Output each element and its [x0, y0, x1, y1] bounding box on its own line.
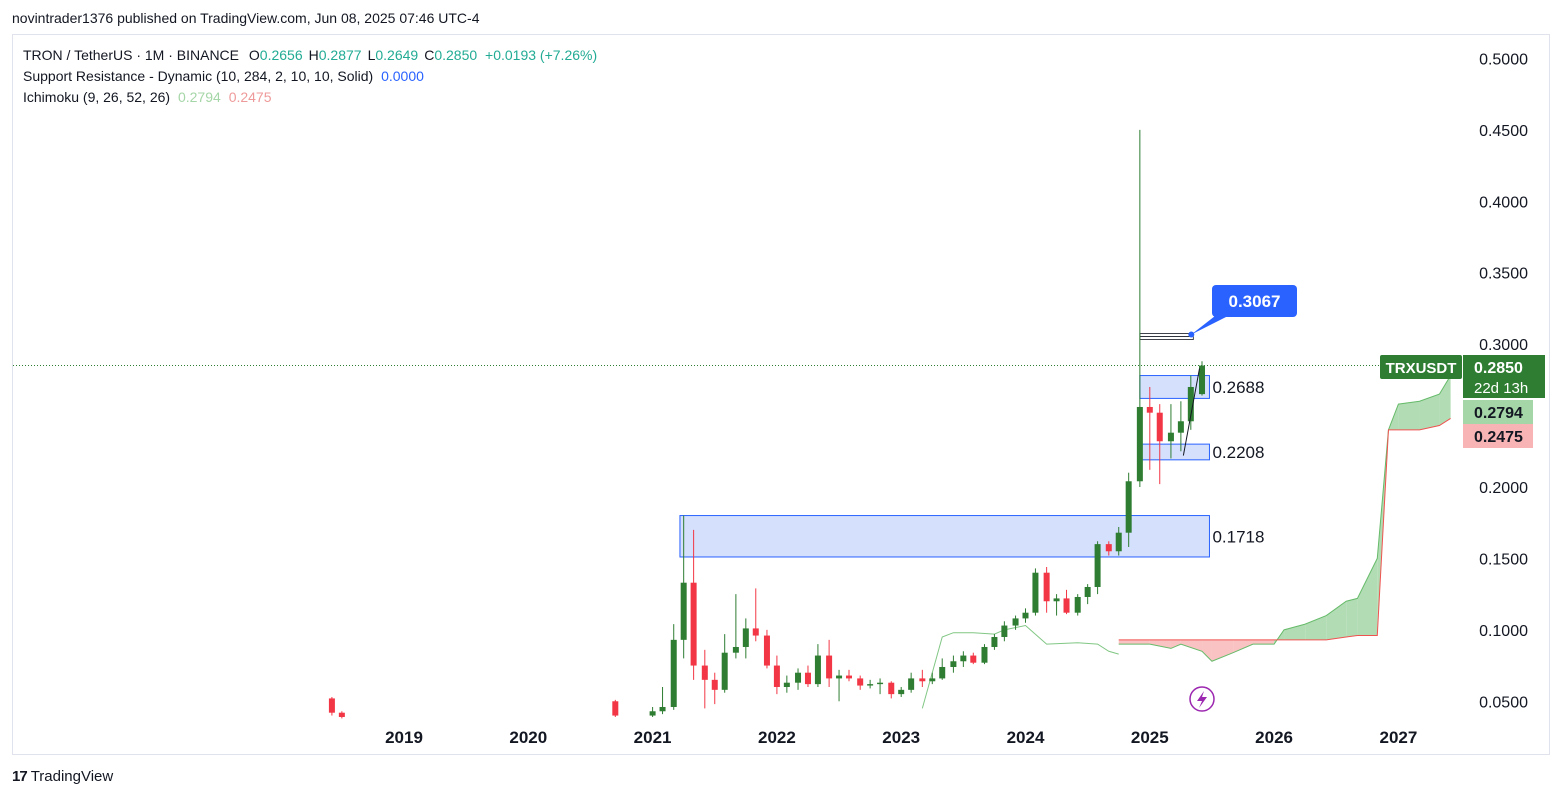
legend-ichimoku-a: 0.2794 [177, 89, 221, 105]
legend-change: +0.0193 (+7.26%) [485, 47, 598, 63]
legend-ohlc-c: C0.2850 [424, 47, 478, 63]
legend-ohlc-h: H0.2877 [308, 47, 362, 63]
legend-sr-name: Support Resistance - Dynamic (10, 284, 2… [23, 68, 374, 84]
tradingview-logo-icon: 17 [12, 768, 28, 785]
legend-ichimoku-name: Ichimoku (9, 26, 52, 26) [23, 89, 171, 105]
legend-sr-row[interactable]: Support Resistance - Dynamic (10, 284, 2… [23, 66, 597, 87]
chart-legend: TRON / TetherUS · 1M · BINANCE O0.2656 H0… [23, 45, 597, 108]
legend-symbol-row[interactable]: TRON / TetherUS · 1M · BINANCE O0.2656 H0… [23, 45, 597, 66]
legend-ohlc-l: L0.2649 [367, 47, 419, 63]
legend-ohlc-o: O0.2656 [248, 47, 303, 63]
tradingview-brand[interactable]: 17 TradingView [12, 768, 113, 785]
brand-label: TradingView [30, 768, 114, 785]
chart-frame [12, 34, 1550, 755]
legend-sr-value: 0.0000 [381, 68, 424, 84]
legend-symbol: TRON / TetherUS · 1M · BINANCE [23, 47, 240, 63]
publish-caption: novintrader1376 published on TradingView… [12, 10, 480, 26]
legend-ichimoku-b: 0.2475 [228, 89, 272, 105]
legend-ichimoku-row[interactable]: Ichimoku (9, 26, 52, 26) 0.2794 0.2475 [23, 87, 597, 108]
legend-ohlc: O0.2656 H0.2877 L0.2649 C0.2850 [243, 47, 477, 63]
